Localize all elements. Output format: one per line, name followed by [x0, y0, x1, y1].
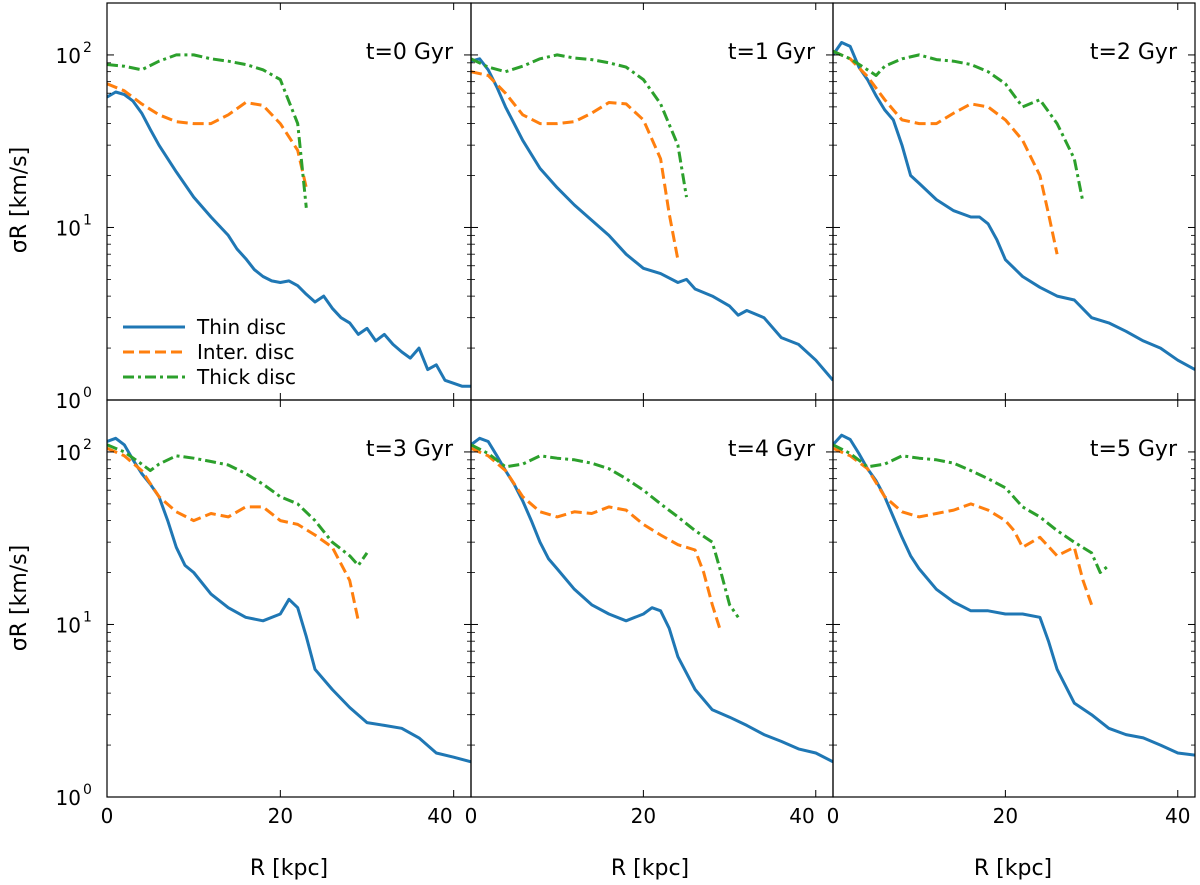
- series-thin-disc-line: [833, 41, 1195, 371]
- series-thin-disc-line: [471, 57, 833, 382]
- panel-title: t=1 Gyr: [728, 40, 816, 65]
- x-tick-label: 20: [993, 804, 1018, 828]
- panel-title: t=2 Gyr: [1090, 40, 1178, 65]
- panel-3-series: [833, 41, 1195, 371]
- legend-thin-label: Thin disc: [196, 315, 286, 339]
- y-tick-exponent: 1: [83, 609, 92, 625]
- x-tick-label: 40: [427, 804, 452, 828]
- series-inter-disc-line: [833, 446, 1094, 606]
- series-inter-disc-line: [107, 446, 360, 622]
- panel-5: t=4 Gyr 0 20 40: [465, 399, 834, 828]
- panel-3: t=2 Gyr: [832, 2, 1196, 401]
- series-thin-disc-line: [107, 436, 471, 764]
- panel-4-series: [107, 436, 471, 764]
- series-thick-disc-line: [107, 53, 308, 208]
- y-tick-exponent: 2: [83, 437, 92, 453]
- panel-6-series: [833, 433, 1195, 757]
- y-tick-label: 10: [56, 441, 81, 465]
- x-tick-label: 20: [631, 804, 656, 828]
- panel-1-series: [107, 53, 471, 388]
- panel-title: t=4 Gyr: [728, 437, 816, 462]
- y-tick-exponent: 0: [83, 385, 92, 401]
- legend-thick-label: Thick disc: [196, 365, 296, 389]
- x-tick-label: 40: [1165, 804, 1190, 828]
- y-tick-label: 10: [56, 216, 81, 240]
- y-tick-label: 10: [56, 389, 81, 413]
- series-thick-disc-line: [471, 53, 688, 198]
- series-thick-disc-line: [833, 49, 1085, 203]
- legend-inter-label: Inter. disc: [197, 340, 295, 364]
- legend: Thin disc Inter. disc Thick disc: [123, 315, 296, 389]
- series-thick-disc-line: [471, 443, 740, 619]
- series-inter-disc-line: [107, 82, 308, 189]
- series-thin-disc-line: [107, 90, 471, 388]
- series-inter-disc-line: [471, 446, 723, 633]
- x-tick-label: 20: [268, 804, 293, 828]
- x-tick-label: 0: [827, 804, 840, 828]
- panel-title: t=0 Gyr: [366, 40, 454, 65]
- series-inter-disc-line: [471, 70, 680, 260]
- panel-2: t=1 Gyr: [470, 2, 834, 401]
- x-tick-label: 40: [789, 804, 814, 828]
- panel-5-series: [471, 436, 833, 764]
- x-axis-label-col3: R [kpc]: [974, 856, 1052, 881]
- series-thick-disc-line: [107, 443, 369, 567]
- y-tick-exponent: 2: [83, 40, 92, 56]
- y-tick-exponent: 1: [83, 212, 92, 228]
- series-thick-disc-line: [833, 443, 1110, 574]
- y-tick-label: 10: [56, 613, 81, 637]
- panel-2-series: [471, 53, 833, 382]
- x-axis-label-col1: R [kpc]: [250, 856, 328, 881]
- y-tick-exponent: 0: [83, 782, 92, 798]
- panel-frame: [832, 399, 1196, 798]
- y-tick-label: 10: [56, 44, 81, 68]
- y-axis-label-top: σR [km/s]: [7, 147, 32, 253]
- x-axis-label-col2: R [kpc]: [611, 856, 689, 881]
- panel-title: t=5 Gyr: [1090, 437, 1178, 462]
- x-tick-label: 0: [465, 804, 478, 828]
- panel-6: t=5 Gyr 0 20 40: [827, 399, 1196, 828]
- series-thin-disc-line: [471, 436, 833, 764]
- x-tick-label: 0: [101, 804, 114, 828]
- y-tick-label: 10: [56, 786, 81, 810]
- y-axis-label-bottom: σR [km/s]: [7, 545, 32, 651]
- series-thin-disc-line: [833, 433, 1195, 757]
- series-inter-disc-line: [833, 49, 1059, 255]
- panel-title: t=3 Gyr: [366, 437, 454, 462]
